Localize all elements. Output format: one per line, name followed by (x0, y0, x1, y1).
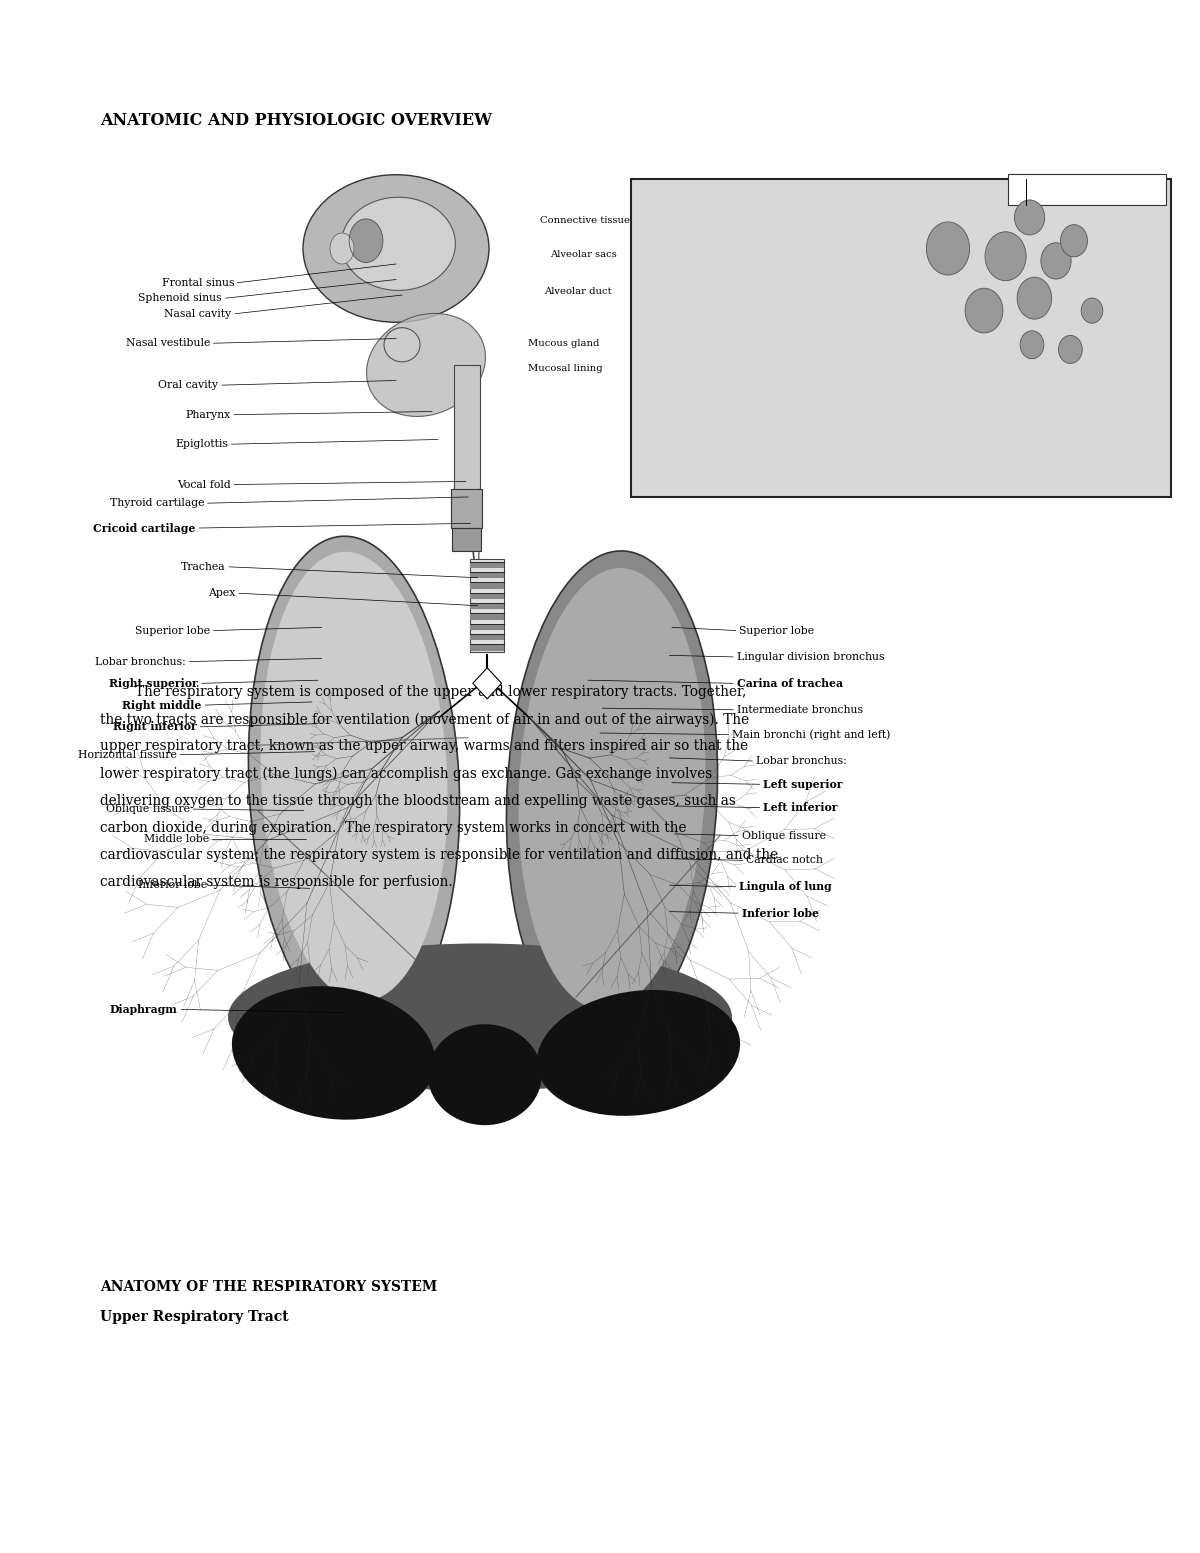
Bar (470, 582, 504, 589)
Text: Diaphragm: Diaphragm (110, 1003, 178, 1016)
Bar (470, 593, 504, 599)
Text: Sphenoid sinus: Sphenoid sinus (138, 294, 222, 303)
Text: Inferior lobe: Inferior lobe (742, 907, 818, 919)
Text: ANATOMY OF THE RESPIRATORY SYSTEM: ANATOMY OF THE RESPIRATORY SYSTEM (100, 1280, 437, 1294)
Ellipse shape (536, 989, 740, 1117)
Text: Atrium: Atrium (880, 461, 914, 471)
Text: Trachea: Trachea (181, 562, 226, 572)
Text: Cardiac notch: Cardiac notch (746, 856, 823, 865)
Text: Lingular division bronchus: Lingular division bronchus (737, 652, 884, 662)
Text: Capillary beds: Capillary beds (1010, 188, 1084, 197)
Bar (1008, 174, 1166, 205)
Text: Mucosal lining: Mucosal lining (528, 363, 602, 373)
Text: Lobar bronchus:: Lobar bronchus: (756, 756, 847, 766)
Text: Pulmonary vein: Pulmonary vein (636, 438, 715, 447)
Text: carbon dioxide, during expiration.  The respiratory system works in concert with: carbon dioxide, during expiration. The r… (100, 822, 686, 836)
Bar (470, 644, 504, 651)
Text: ANATOMIC AND PHYSIOLOGIC OVERVIEW: ANATOMIC AND PHYSIOLOGIC OVERVIEW (100, 112, 492, 129)
Text: cardiovascular system is responsible for perfusion.: cardiovascular system is responsible for… (100, 876, 452, 890)
Text: delivering oxygen to the tissue through the bloodstream and expelling waste gase: delivering oxygen to the tissue through … (100, 794, 736, 808)
Text: Lobar bronchus:: Lobar bronchus: (95, 657, 186, 666)
Text: Nasal cavity: Nasal cavity (164, 309, 232, 318)
Bar (454, 365, 480, 497)
Text: Pharynx: Pharynx (185, 410, 230, 419)
Text: Oblique fissure: Oblique fissure (742, 831, 826, 840)
Bar (470, 624, 504, 631)
Text: Upper Respiratory Tract: Upper Respiratory Tract (100, 1311, 289, 1325)
Ellipse shape (985, 231, 1026, 281)
Ellipse shape (518, 568, 706, 1009)
Text: Nasal vestibule: Nasal vestibule (126, 339, 210, 348)
Ellipse shape (965, 289, 1003, 332)
Ellipse shape (506, 551, 718, 1039)
Text: Oral cavity: Oral cavity (158, 380, 218, 390)
Text: cardiovascular system; the respiratory system is responsible for ventilation and: cardiovascular system; the respiratory s… (100, 848, 778, 862)
Text: Carina of trachea: Carina of trachea (737, 677, 842, 690)
Bar (470, 572, 504, 578)
Text: Thyroid cartilage: Thyroid cartilage (109, 499, 204, 508)
Text: Main bronchi (right and left): Main bronchi (right and left) (732, 730, 890, 739)
Bar (470, 603, 504, 609)
Bar (470, 562, 504, 568)
Text: Mucous gland: Mucous gland (528, 339, 599, 348)
Ellipse shape (1081, 298, 1103, 323)
Text: upper respiratory tract, known as the upper airway, warms and filters inspired a: upper respiratory tract, known as the up… (100, 739, 748, 753)
Text: Lingula of lung: Lingula of lung (739, 881, 832, 893)
Text: Alveoli: Alveoli (854, 438, 889, 447)
Text: Vocal fold: Vocal fold (176, 480, 230, 489)
Ellipse shape (1058, 335, 1082, 363)
Circle shape (349, 219, 383, 262)
Ellipse shape (384, 328, 420, 362)
Bar (452, 528, 481, 551)
Text: The respiratory system is composed of the upper and lower respiratory tracts. To: The respiratory system is composed of th… (100, 685, 746, 699)
Ellipse shape (926, 222, 970, 275)
Text: Frontal sinus: Frontal sinus (162, 278, 234, 287)
Ellipse shape (228, 943, 732, 1090)
Text: the two tracts are responsible for ventilation (movement of air in and out of th: the two tracts are responsible for venti… (100, 713, 749, 727)
Ellipse shape (1018, 276, 1051, 320)
Text: Intermediate bronchus: Intermediate bronchus (737, 705, 863, 714)
Text: Connective tissue: Connective tissue (540, 216, 630, 225)
Text: Right middle: Right middle (122, 699, 202, 711)
Bar (470, 634, 504, 640)
Text: Oblique fissure: Oblique fissure (106, 804, 190, 814)
Text: Left superior: Left superior (763, 778, 842, 790)
Text: Cricoid cartilage: Cricoid cartilage (94, 522, 196, 534)
Ellipse shape (1061, 225, 1087, 256)
Ellipse shape (428, 1025, 542, 1124)
Text: lower respiratory tract (the lungs) can accomplish gas exchange. Gas exchange in: lower respiratory tract (the lungs) can … (100, 767, 713, 781)
Text: Epiglottis: Epiglottis (175, 439, 228, 449)
Bar (470, 559, 504, 652)
Ellipse shape (260, 551, 448, 1002)
Text: Superior lobe: Superior lobe (134, 626, 210, 635)
Text: Apex: Apex (208, 589, 235, 598)
Ellipse shape (1040, 242, 1072, 280)
Ellipse shape (366, 314, 486, 416)
Text: Middle lobe: Middle lobe (144, 834, 209, 843)
Ellipse shape (232, 986, 436, 1120)
Circle shape (330, 233, 354, 264)
Text: Left inferior: Left inferior (763, 801, 838, 814)
Bar (451, 489, 482, 528)
Text: Right superior: Right superior (109, 677, 198, 690)
Text: Pulmonary artery: Pulmonary artery (636, 461, 725, 471)
Text: Superior lobe: Superior lobe (739, 626, 815, 635)
Bar (631, 179, 1171, 497)
Bar (470, 613, 504, 620)
Ellipse shape (1014, 200, 1045, 235)
Ellipse shape (302, 175, 490, 323)
Ellipse shape (342, 197, 456, 290)
Text: Alveolar duct: Alveolar duct (544, 287, 611, 297)
Ellipse shape (1020, 331, 1044, 359)
Ellipse shape (248, 536, 460, 1033)
Text: Alveolar sacs: Alveolar sacs (550, 250, 617, 259)
Text: Inferior lobe: Inferior lobe (138, 881, 208, 890)
Text: Right inferior: Right inferior (113, 721, 197, 733)
Text: Horizontal fissure: Horizontal fissure (78, 750, 176, 759)
Polygon shape (473, 668, 502, 699)
